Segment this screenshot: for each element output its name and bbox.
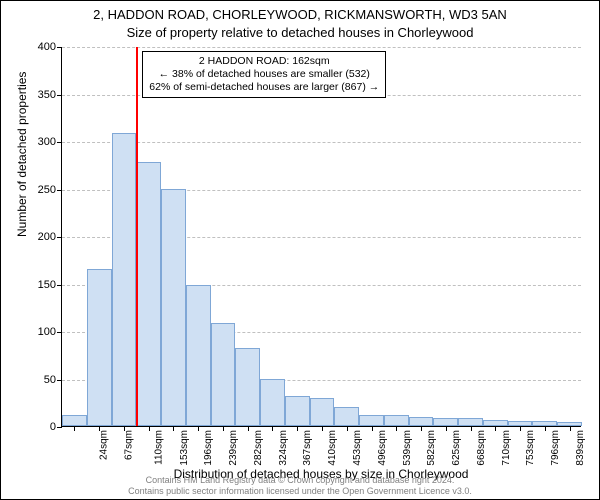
xtick-mark [99,426,100,431]
histogram-bar [62,415,87,426]
callout-line-3: 62% of semi-detached houses are larger (… [149,81,379,94]
ytick-label: 300 [38,136,56,148]
xtick-mark [471,426,472,431]
xtick-label: 67sqm [124,430,135,460]
xtick-mark [74,426,75,431]
footer-text: Contains HM Land Registry data © Crown c… [1,475,599,497]
histogram-bar [112,133,137,426]
ytick-label: 250 [38,184,56,196]
xtick-label: 110sqm [153,430,164,465]
xtick-label: 24sqm [99,430,110,460]
xtick-mark [149,426,150,431]
title-line-1: 2, HADDON ROAD, CHORLEYWOOD, RICKMANSWOR… [1,7,599,22]
ytick-mark [57,190,62,191]
histogram-bar [384,415,409,426]
ytick-label: 100 [38,326,56,338]
xtick-label: 539sqm [402,430,413,466]
ytick-mark [57,47,62,48]
xtick-mark [297,426,298,431]
histogram-bar [211,323,236,426]
xtick-mark [545,426,546,431]
histogram-bar [285,396,310,426]
xtick-mark [248,426,249,431]
xtick-label: 453sqm [352,430,363,466]
ytick-mark [57,427,62,428]
callout-line-1: 2 HADDON ROAD: 162sqm [149,55,379,68]
ytick-label: 0 [50,421,56,433]
histogram-bar [186,285,211,426]
ytick-mark [57,237,62,238]
ytick-mark [57,332,62,333]
xtick-label: 582sqm [426,430,437,466]
xtick-label: 753sqm [525,430,536,466]
ytick-label: 350 [38,89,56,101]
histogram-bar [260,379,285,427]
ytick-mark [57,380,62,381]
histogram-bar [161,189,186,427]
xtick-label: 839sqm [575,430,586,466]
ytick-mark [57,285,62,286]
histogram-bar [310,398,335,427]
xtick-label: 153sqm [179,430,190,466]
xtick-mark [446,426,447,431]
xtick-mark [372,426,373,431]
xtick-label: 625sqm [451,430,462,466]
histogram-bar [458,418,483,426]
xtick-label: 710sqm [501,430,512,466]
xtick-label: 668sqm [476,430,487,466]
callout-line-2: ← 38% of detached houses are smaller (53… [149,68,379,81]
histogram-bar [433,418,458,426]
y-axis-label: Number of detached properties [15,72,29,237]
xtick-mark [347,426,348,431]
xtick-mark [223,426,224,431]
ytick-label: 400 [38,41,56,53]
xtick-label: 239sqm [228,430,239,466]
xtick-mark [495,426,496,431]
histogram-bar [87,269,112,426]
footer-line-1: Contains HM Land Registry data © Crown c… [1,475,599,486]
footer-line-2: Contains public sector information licen… [1,486,599,497]
xtick-label: 496sqm [377,430,388,466]
xtick-mark [421,426,422,431]
xtick-label: 196sqm [204,430,215,466]
xtick-mark [570,426,571,431]
gridline-h [62,47,581,48]
histogram-bar [409,417,434,427]
ytick-label: 150 [38,279,56,291]
histogram-bar [235,348,260,426]
xtick-label: 282sqm [253,430,264,466]
xtick-mark [322,426,323,431]
chart-frame: 2, HADDON ROAD, CHORLEYWOOD, RICKMANSWOR… [0,0,600,500]
callout-box: 2 HADDON ROAD: 162sqm← 38% of detached h… [142,51,386,98]
xtick-mark [198,426,199,431]
marker-line [136,47,138,426]
histogram-bar [359,415,384,426]
histogram-bar [136,162,161,426]
histogram-bar [334,407,359,426]
plot-area: 05010015020025030035040024sqm67sqm110sqm… [61,47,581,427]
xtick-label: 796sqm [550,430,561,466]
ytick-mark [57,142,62,143]
ytick-label: 50 [44,374,56,386]
xtick-mark [396,426,397,431]
xtick-label: 410sqm [327,430,338,466]
xtick-label: 367sqm [303,430,314,466]
xtick-label: 324sqm [278,430,289,466]
ytick-mark [57,95,62,96]
ytick-label: 200 [38,231,56,243]
xtick-mark [173,426,174,431]
xtick-mark [124,426,125,431]
xtick-mark [272,426,273,431]
xtick-mark [520,426,521,431]
title-line-2: Size of property relative to detached ho… [1,25,599,40]
gridline-h [62,142,581,143]
